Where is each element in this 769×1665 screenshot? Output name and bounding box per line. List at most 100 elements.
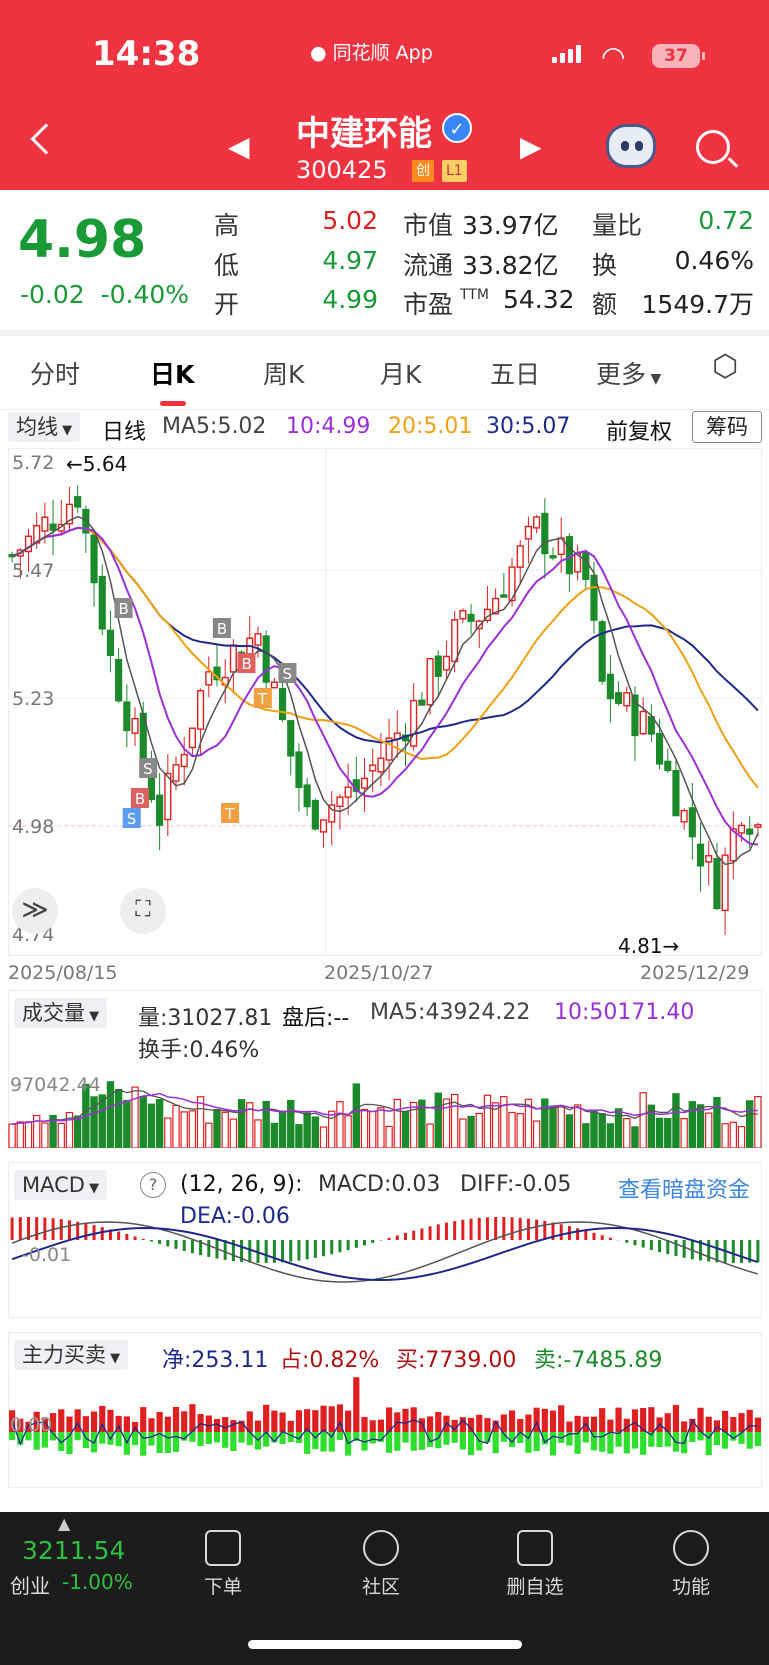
prev-stock-icon[interactable]: ◀ [228,130,250,163]
buy-bar [697,1407,704,1432]
candle [680,808,688,830]
tag-l1: L1 [442,160,467,182]
volume-bar [360,1109,369,1148]
buy-bar [525,1414,532,1432]
mainforce-chart[interactable] [8,1332,762,1488]
volume-bar [606,1123,615,1148]
macd-chart[interactable] [8,1162,762,1318]
buy-bar [238,1420,245,1432]
date-start: 2025/08/15 [8,962,118,984]
volume-bar [311,1116,320,1148]
sell-bar [336,1432,344,1441]
candle [672,758,680,817]
chip-button[interactable]: 筹码 [692,411,762,443]
buy-bar [664,1413,671,1432]
buy-bar [189,1404,196,1432]
signal-marker: B [212,618,231,638]
settings-hexagon-icon[interactable]: ⬡ [712,349,739,384]
adjust-label[interactable]: 前复权 [606,420,673,445]
mainforce-dropdown[interactable]: 主力买卖 ▼ [14,1340,129,1370]
volume-bar [328,1110,336,1148]
svg-text:S: S [143,760,153,778]
sell-bar [648,1432,655,1447]
float-value: 33.82亿 [462,251,559,280]
volume-bar [491,1102,500,1148]
sell-bar [66,1432,73,1455]
volume-bar [664,1117,672,1148]
candle [426,657,434,715]
candle [188,727,196,757]
nav-remove-watchlist[interactable]: 删自选 [480,1520,590,1599]
sell-bar [623,1432,630,1454]
volume-bar [549,1106,557,1148]
buy-bar [246,1411,253,1432]
sell-bar [631,1432,639,1449]
ma30-legend: 30:5.07 [486,414,571,439]
menu-icon [673,1530,709,1566]
macd-dropdown[interactable]: MACD ▼ [14,1170,108,1200]
chevron-down-icon: ▼ [58,423,73,438]
index-name[interactable]: 创业 [10,1574,50,1598]
stock-code: 300425 [296,156,388,184]
sell-bar [99,1432,106,1444]
candle [631,686,639,761]
volume-bar [442,1098,451,1148]
buy-bar [574,1415,581,1432]
minus-icon [517,1530,553,1566]
tab-monthly-k[interactable]: 月K [380,360,422,389]
candle [369,748,377,793]
volume-bar [721,1123,729,1148]
chevron-down-icon: ▼ [84,1181,100,1196]
period-tabs: 分时 日K 周K 月K 五日 更多 ▼ ⬡ [0,335,769,410]
help-icon[interactable]: ? [140,1172,166,1198]
tab-more[interactable]: 更多 ▼ [596,355,661,391]
back-icon[interactable] [30,123,62,155]
volume-bar [270,1122,279,1148]
sell-bar [189,1432,196,1442]
buy-bar [508,1410,516,1432]
nav-functions[interactable]: 功能 [636,1520,746,1599]
dark-pool-link[interactable]: 查看暗盘资金 [618,1178,751,1203]
buy-bar [640,1407,647,1432]
next-stock-icon[interactable]: ▶ [520,130,542,163]
sell-bar [426,1432,434,1447]
sell-bar [386,1432,393,1453]
index-value[interactable]: 3211.54 [22,1536,126,1565]
candle [106,610,115,673]
pe-value: 54.32 [503,285,575,314]
volume-bar [565,1114,574,1148]
volume-bar [598,1113,606,1148]
buy-bar [90,1411,98,1432]
volume-bar [590,1110,598,1148]
nav-community[interactable]: 社区 [326,1520,436,1599]
volume-dropdown[interactable]: 成交量 ▼ [14,998,108,1028]
buy-bar [713,1420,721,1432]
tab-weekly-k[interactable]: 周K [263,360,305,389]
candle [385,718,393,781]
home-indicator [248,1640,522,1649]
nav-order[interactable]: 下单 [168,1520,278,1599]
search-icon[interactable] [696,130,730,164]
indicator-dropdown[interactable]: 均线 ▼ [8,412,81,442]
buy-bar [599,1408,606,1432]
candle [74,485,82,513]
volume-bar [393,1098,401,1148]
volume-bar [16,1121,24,1148]
robot-assistant-icon[interactable] [606,124,656,168]
volume-bar [123,1099,131,1148]
volume-bar [696,1104,705,1148]
sell-bar [746,1432,753,1449]
volume-chart[interactable] [8,990,762,1148]
volume-bar [614,1108,623,1148]
sell-bar [361,1432,368,1451]
volume-bar [65,1111,74,1148]
candle [344,763,352,815]
tab-intraday[interactable]: 分时 [30,360,81,389]
tab-daily-k[interactable]: 日K [150,360,195,389]
fullscreen-icon[interactable]: ⛶ [120,888,166,934]
nav-remove-label: 删自选 [506,1576,564,1598]
expand-icon[interactable]: ≫ [12,888,58,934]
tab-five-day[interactable]: 五日 [490,360,541,389]
buy-bar [558,1405,565,1432]
